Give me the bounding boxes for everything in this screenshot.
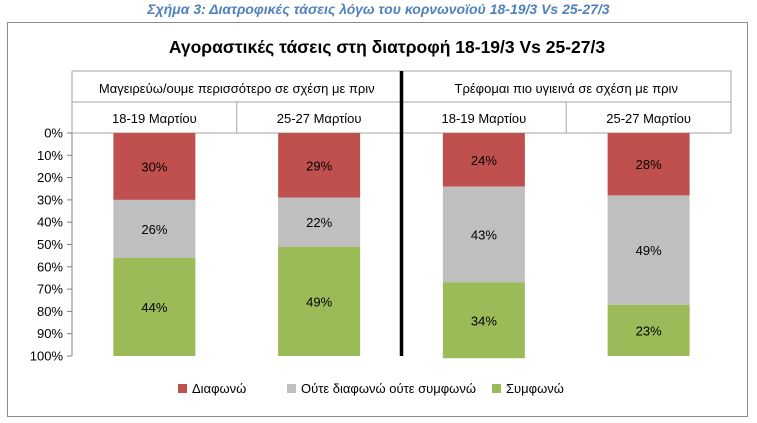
- y-tick-label: 100%: [30, 349, 64, 364]
- legend-swatch: [287, 384, 296, 393]
- y-tick-label: 70%: [37, 282, 63, 297]
- bar-segment: [278, 197, 361, 247]
- bar-segment: [442, 133, 525, 187]
- data-label: 29%: [306, 158, 332, 173]
- category-label: 25-27 Μαρτίου: [606, 111, 691, 126]
- bar-segment: [442, 186, 525, 283]
- figure-caption: Σχήμα 3: Διατροφικές τάσεις λόγω του κορ…: [147, 1, 610, 17]
- data-label: 26%: [141, 222, 167, 237]
- y-tick-label: 40%: [37, 215, 63, 230]
- y-tick-label: 30%: [37, 192, 63, 207]
- data-label: 23%: [636, 323, 662, 338]
- category-label: 25-27 Μαρτίου: [277, 111, 362, 126]
- chart-title: Αγοραστικές τάσεις στη διατροφή 18-19/3 …: [169, 37, 606, 57]
- legend-label: Διαφωνώ: [192, 381, 246, 396]
- data-label: 44%: [141, 300, 167, 315]
- bar-segment: [278, 133, 361, 198]
- y-tick-label: 0%: [44, 126, 63, 141]
- data-label: 49%: [306, 294, 332, 309]
- stacked-bar-chart: Αγοραστικές τάσεις στη διατροφή 18-19/3 …: [30, 37, 732, 396]
- data-label: 28%: [636, 157, 662, 172]
- bar-segment: [113, 133, 196, 200]
- legend-label: Συμφωνώ: [506, 381, 564, 396]
- y-tick-label: 50%: [37, 237, 63, 252]
- data-label: 24%: [471, 153, 497, 168]
- group-label: Μαγειρεύω/ουμε περισσότερο σε σχέση με π…: [99, 81, 375, 96]
- bar-segment: [442, 282, 525, 359]
- y-tick-label: 10%: [37, 148, 63, 163]
- bar-segment: [607, 304, 690, 356]
- legend-swatch: [178, 384, 187, 393]
- data-label: 34%: [471, 313, 497, 328]
- bar-segment: [113, 257, 196, 356]
- data-label: 49%: [636, 243, 662, 258]
- data-label: 43%: [471, 227, 497, 242]
- bar-segment: [278, 246, 361, 356]
- category-label: 18-19 Μαρτίου: [441, 111, 526, 126]
- category-label: 18-19 Μαρτίου: [112, 111, 197, 126]
- y-tick-label: 20%: [37, 170, 63, 185]
- data-label: 30%: [141, 159, 167, 174]
- y-tick-label: 60%: [37, 259, 63, 274]
- legend-label: Ούτε διαφωνώ ούτε συμφωνώ: [301, 381, 476, 396]
- bar-segment: [607, 133, 690, 196]
- y-tick-label: 80%: [37, 304, 63, 319]
- y-tick-label: 90%: [37, 326, 63, 341]
- legend-swatch: [492, 384, 501, 393]
- bar-segment: [607, 195, 690, 305]
- group-label: Τρέφομαι πιο υγιεινά σε σχέση με πριν: [455, 81, 678, 96]
- bar-segment: [113, 199, 196, 258]
- data-label: 22%: [306, 215, 332, 230]
- chart-frame: Αγοραστικές τάσεις στη διατροφή 18-19/3 …: [7, 22, 748, 417]
